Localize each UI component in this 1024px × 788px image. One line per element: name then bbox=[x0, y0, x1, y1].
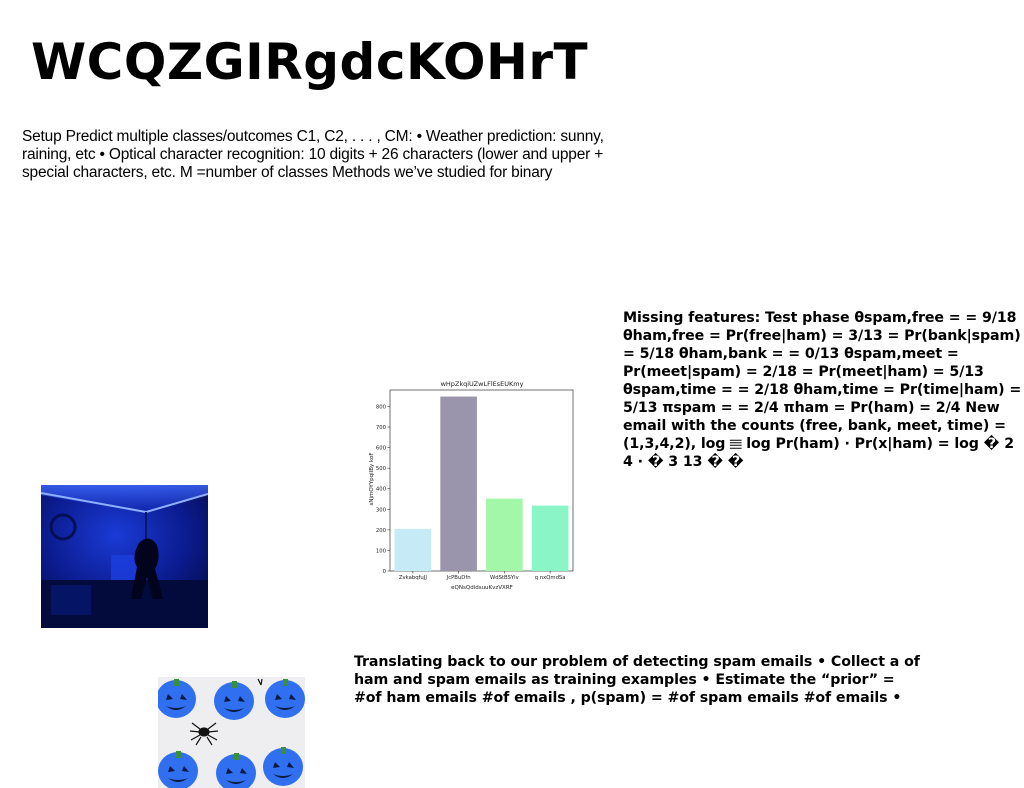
bar-3 bbox=[531, 505, 569, 571]
y-tick-label: 300 bbox=[376, 507, 387, 513]
y-tick-label: 200 bbox=[376, 528, 387, 534]
x-tick-label: WdStBSYlv bbox=[490, 575, 519, 581]
bar-chart: wHpZkqiUZwLFlEsEUKmy eQNsQdidsuuKvzVXRF … bbox=[360, 375, 580, 595]
y-tick-label: 800 bbox=[376, 404, 387, 410]
bar-0 bbox=[394, 528, 432, 571]
x-tick-label: JcPBuDfn bbox=[446, 575, 471, 581]
chart-title: wHpZkqiUZwLFlEsEUKmy bbox=[441, 380, 524, 388]
x-tick-label: ZvkabqfuJJ bbox=[399, 575, 427, 581]
x-tick-label: q nxQmdSa bbox=[535, 575, 566, 581]
translating-paragraph: Translating back to our problem of detec… bbox=[354, 654, 920, 706]
setup-paragraph: Setup Predict multiple classes/outcomes … bbox=[22, 128, 604, 181]
chart-plot-frame bbox=[389, 389, 574, 572]
bar-1 bbox=[440, 396, 477, 571]
bar-chart-svg: wHpZkqiUZwLFlEsEUKmy eQNsQdidsuuKvzVXRF … bbox=[369, 380, 574, 591]
bar-2 bbox=[486, 498, 523, 571]
y-tick-label: 500 bbox=[376, 466, 387, 472]
blue-room-photo bbox=[41, 485, 208, 628]
missing-features-paragraph: Missing features: Test phase θspam,free … bbox=[623, 310, 1022, 470]
chart-x-axis-label: eQNsQdidsuuKvzVXRF bbox=[451, 585, 513, 591]
y-tick-label: 400 bbox=[376, 487, 387, 493]
y-tick-label: 700 bbox=[376, 425, 387, 431]
blue-pumpkins-photo bbox=[158, 677, 305, 788]
chart-y-axis-label: sNjmOYYpqiIBy koF bbox=[369, 452, 375, 505]
y-tick-label: 100 bbox=[376, 548, 387, 554]
y-tick-label: 0 bbox=[383, 569, 387, 575]
y-tick-label: 600 bbox=[376, 446, 387, 452]
page-title: WCQZGIRgdcKOHrT bbox=[31, 33, 589, 91]
